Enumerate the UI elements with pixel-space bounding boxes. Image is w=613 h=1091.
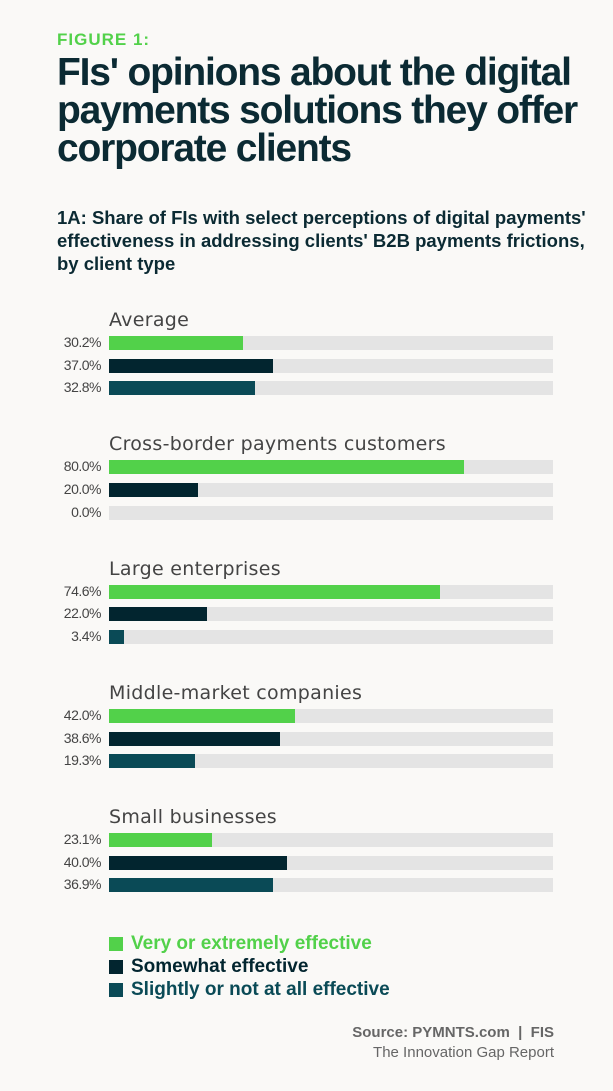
data-label: 0.0% (71, 503, 101, 520)
data-label: 3.4% (71, 627, 101, 644)
legend-swatch (109, 982, 123, 997)
bar (109, 731, 281, 746)
bar-track (109, 505, 553, 520)
bar (109, 336, 244, 350)
category-label: Cross-border payments customers (109, 433, 446, 456)
legend-swatch (109, 936, 123, 951)
data-label: 80.0% (63, 458, 102, 475)
figure-label: FIGURE 1: (57, 30, 151, 49)
bar-track (109, 358, 553, 373)
data-label: 19.3% (63, 752, 102, 769)
bar-track (109, 754, 553, 769)
bar (109, 878, 273, 893)
bar (109, 607, 207, 622)
source-line: Source: PYMNTS.com | FIS (352, 1024, 554, 1041)
data-label: 36.9% (63, 876, 102, 893)
legend-item: Slightly or not at all effective (109, 978, 390, 1001)
legend: Very or extremely effective Somewhat effe… (109, 932, 390, 1001)
bar-track (109, 607, 553, 622)
bar-track (109, 460, 553, 475)
report-name: The Innovation Gap Report (373, 1044, 554, 1061)
data-label: 20.0% (63, 480, 102, 497)
data-label: 30.2% (63, 334, 102, 350)
bar-track (109, 833, 553, 848)
legend-swatch (109, 959, 123, 974)
bar-track (109, 708, 553, 723)
data-label: 23.1% (63, 831, 102, 848)
bar (109, 381, 255, 396)
bar (109, 584, 441, 599)
category-label: Small businesses (109, 806, 278, 829)
data-label: 32.8% (63, 379, 102, 396)
category-label: Middle-market companies (109, 681, 363, 704)
legend-label: Slightly or not at all effective (131, 978, 390, 1000)
legend-item: Somewhat effective (109, 955, 390, 978)
category-label: Large enterprises (109, 557, 281, 580)
category-label: Average (109, 309, 190, 331)
legend-label: Somewhat effective (131, 955, 309, 977)
bar (109, 833, 212, 848)
bar (109, 358, 274, 373)
bar-track (109, 855, 553, 870)
bar-track (109, 878, 553, 893)
bar-track (109, 482, 553, 497)
legend-item: Very or extremely effective (109, 932, 390, 955)
chart-subtitle: 1A: Share of FIs with select perceptions… (57, 207, 586, 274)
data-label: 37.0% (63, 356, 102, 373)
bar-track (109, 336, 553, 350)
bar (109, 460, 465, 475)
bar (109, 482, 198, 497)
bar-track (109, 731, 553, 746)
bar-track (109, 584, 553, 599)
bar (109, 629, 125, 644)
data-label: 74.6% (63, 582, 102, 599)
bar-track (109, 629, 553, 644)
data-label: 42.0% (63, 706, 102, 723)
data-label: 22.0% (63, 605, 102, 622)
legend-label: Very or extremely effective (131, 932, 372, 954)
chart-title: FIs' opinions about the digital payments… (57, 51, 578, 170)
data-label: 38.6% (63, 729, 102, 746)
bar (109, 754, 195, 769)
data-label: 40.0% (63, 853, 102, 870)
source: Source: PYMNTS.com | FIS The Innovation … (352, 1024, 554, 1061)
bar (109, 708, 296, 723)
bar (109, 855, 287, 870)
bar-track (109, 381, 553, 396)
